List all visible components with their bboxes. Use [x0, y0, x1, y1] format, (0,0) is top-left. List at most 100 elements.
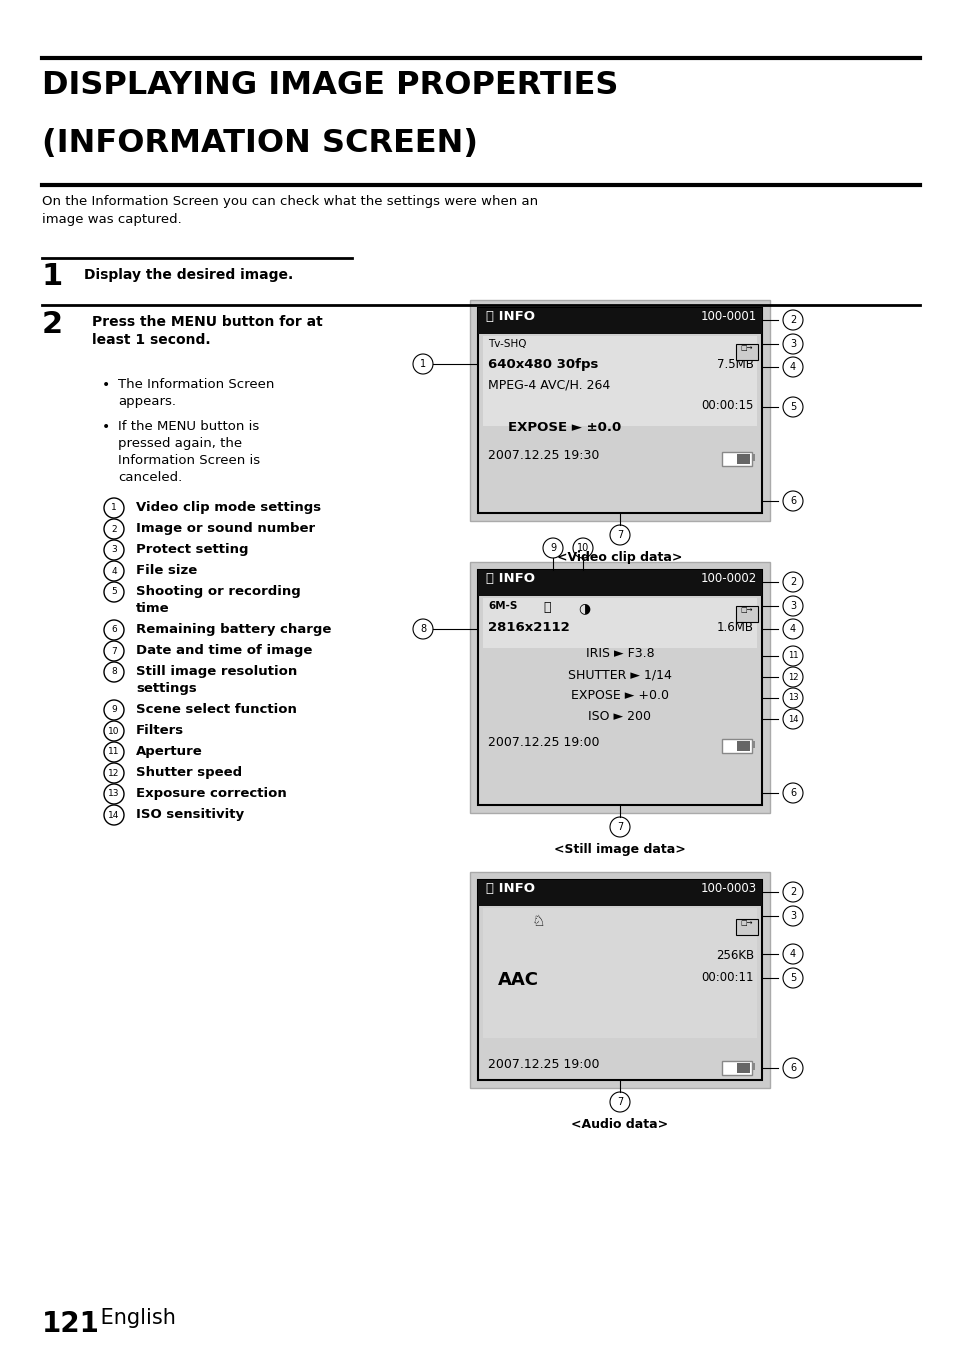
Text: 2: 2	[42, 309, 63, 339]
Text: 7: 7	[111, 647, 117, 655]
Bar	[751, 741, 754, 748]
Text: 14: 14	[109, 811, 119, 819]
Text: □→: □→	[740, 346, 753, 351]
Text: IRIS ► F3.8: IRIS ► F3.8	[585, 647, 654, 660]
Text: 1: 1	[419, 359, 426, 369]
Text: 7: 7	[617, 822, 622, 833]
Bar	[721, 452, 751, 465]
Text: 2007.12.25 19:30: 2007.12.25 19:30	[488, 449, 598, 461]
Text: Tv-SHQ: Tv-SHQ	[488, 339, 526, 348]
Text: The Information Screen: The Information Screen	[118, 378, 274, 391]
Text: 9: 9	[111, 706, 117, 714]
Text: AAC: AAC	[497, 971, 538, 989]
Bar	[751, 455, 754, 461]
Text: •: •	[102, 420, 111, 434]
Text: 7: 7	[617, 1098, 622, 1107]
Text: 6: 6	[789, 496, 795, 506]
Bar	[477, 880, 761, 1080]
Text: pressed again, the: pressed again, the	[118, 437, 242, 451]
Bar	[737, 455, 749, 464]
Text: MPEG-4 AVC/H. 264: MPEG-4 AVC/H. 264	[488, 379, 610, 391]
Text: 2007.12.25 19:00: 2007.12.25 19:00	[488, 736, 598, 749]
Text: 10: 10	[108, 726, 120, 736]
Text: ⓘ INFO: ⓘ INFO	[485, 309, 535, 323]
Text: 11: 11	[108, 748, 120, 756]
Text: 4: 4	[112, 566, 116, 576]
Bar	[721, 1061, 751, 1075]
Text: File size: File size	[136, 564, 197, 577]
Text: ⓘ INFO: ⓘ INFO	[485, 572, 535, 585]
Bar	[477, 570, 761, 596]
Bar	[482, 599, 757, 648]
Bar	[737, 741, 749, 751]
Text: 00:00:11: 00:00:11	[700, 971, 753, 985]
Text: □→: □→	[740, 920, 753, 925]
Text: Image or sound number: Image or sound number	[136, 522, 314, 535]
Text: 2: 2	[789, 315, 796, 325]
Bar	[470, 562, 769, 812]
Text: ISO ► 200: ISO ► 200	[588, 710, 651, 724]
Text: Filters: Filters	[136, 724, 184, 737]
Text: 12: 12	[109, 768, 119, 777]
Text: 3: 3	[111, 546, 117, 554]
Text: 100-0001: 100-0001	[700, 309, 757, 323]
Text: 100-0003: 100-0003	[700, 882, 757, 894]
Text: Aperture: Aperture	[136, 745, 203, 759]
Text: SHUTTER ► 1/14: SHUTTER ► 1/14	[567, 668, 671, 681]
Text: 5: 5	[111, 588, 117, 596]
Text: □→: □→	[740, 607, 753, 613]
Text: Display the desired image.: Display the desired image.	[84, 268, 293, 282]
Text: 6: 6	[789, 788, 795, 798]
Text: On the Information Screen you can check what the settings were when an
image was: On the Information Screen you can check …	[42, 195, 537, 226]
Text: 6: 6	[789, 1063, 795, 1073]
Text: 11: 11	[787, 651, 798, 660]
Bar	[477, 308, 761, 334]
Text: <Video clip data>: <Video clip data>	[557, 551, 682, 564]
Text: ♘: ♘	[531, 915, 544, 929]
Text: 6M-S: 6M-S	[488, 601, 517, 611]
Text: 3: 3	[789, 911, 795, 921]
Text: 8: 8	[419, 624, 426, 633]
Text: <Audio data>: <Audio data>	[571, 1118, 668, 1131]
Text: 3: 3	[789, 339, 795, 348]
Bar	[477, 308, 761, 512]
Text: Protect setting: Protect setting	[136, 543, 248, 555]
Text: 4: 4	[789, 950, 795, 959]
Bar	[735, 919, 758, 935]
Bar	[477, 880, 761, 907]
Text: 2816x2112: 2816x2112	[488, 621, 569, 633]
Text: 6: 6	[111, 625, 117, 635]
Text: Scene select function: Scene select function	[136, 703, 296, 716]
Bar	[482, 908, 757, 1038]
Text: Exposure correction: Exposure correction	[136, 787, 287, 800]
Text: Shooting or recording: Shooting or recording	[136, 585, 300, 599]
Text: 7: 7	[617, 530, 622, 539]
Text: ISO sensitivity: ISO sensitivity	[136, 808, 244, 820]
Text: 4: 4	[789, 362, 795, 373]
Bar	[470, 300, 769, 521]
Text: 3: 3	[789, 601, 795, 611]
Text: English: English	[94, 1307, 175, 1328]
Text: •: •	[102, 378, 111, 391]
Bar	[470, 872, 769, 1088]
Text: 14: 14	[787, 714, 798, 724]
Text: 10: 10	[577, 543, 589, 553]
Text: appears.: appears.	[118, 395, 175, 408]
Text: 121: 121	[42, 1310, 100, 1338]
Text: 2007.12.25 19:00: 2007.12.25 19:00	[488, 1059, 598, 1071]
Text: EXPOSE ► ±0.0: EXPOSE ► ±0.0	[507, 421, 620, 434]
Bar	[737, 1063, 749, 1073]
Text: Still image resolution: Still image resolution	[136, 664, 297, 678]
Text: 2: 2	[112, 525, 116, 534]
Text: If the MENU button is: If the MENU button is	[118, 420, 259, 433]
Bar	[477, 570, 761, 806]
Text: EXPOSE ► +0.0: EXPOSE ► +0.0	[571, 689, 668, 702]
Bar	[735, 344, 758, 360]
Text: 1.6MB: 1.6MB	[717, 621, 753, 633]
Text: 12: 12	[787, 672, 798, 682]
Text: 256KB: 256KB	[715, 950, 753, 962]
Text: 4: 4	[789, 624, 795, 633]
Bar	[721, 738, 751, 753]
Text: 5: 5	[789, 402, 796, 412]
Text: 2: 2	[789, 577, 796, 586]
